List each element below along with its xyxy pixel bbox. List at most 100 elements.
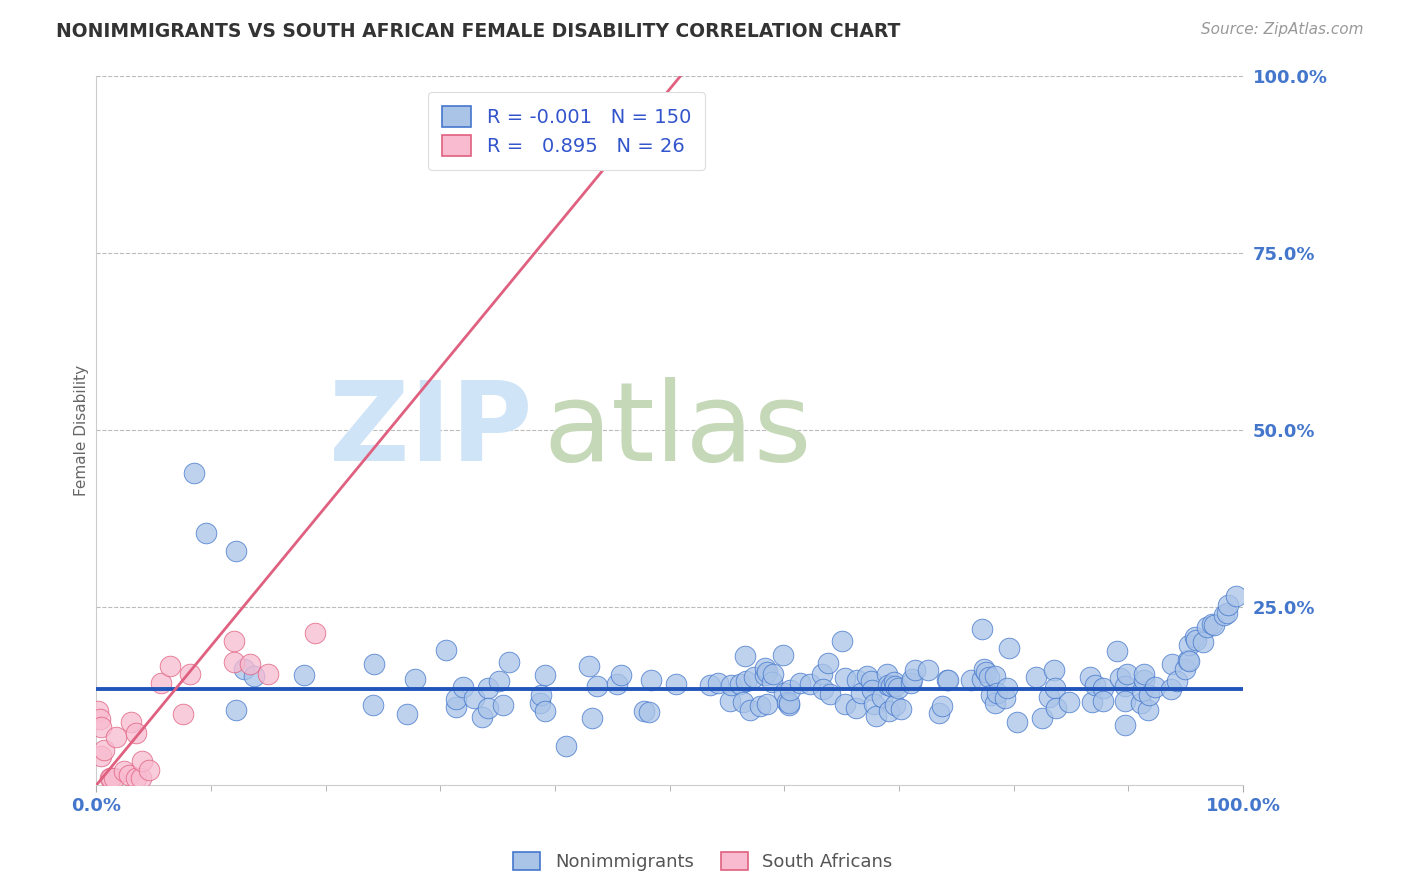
Point: [292, 668, 315, 682]
Point: [581, 710, 603, 724]
Legend: R = -0.001   N = 150, R =   0.895   N = 26: R = -0.001 N = 150, R = 0.895 N = 26: [429, 93, 704, 169]
Point: [233, 662, 256, 676]
Point: [150, 675, 173, 690]
Point: [995, 681, 1018, 695]
Point: [900, 675, 922, 690]
Point: [225, 703, 247, 717]
Point: [986, 686, 1008, 700]
Point: [811, 667, 834, 681]
Point: [859, 673, 882, 688]
Point: [125, 725, 148, 739]
Point: [1174, 662, 1197, 676]
Point: [1116, 666, 1139, 681]
Point: [972, 672, 994, 686]
Point: [1080, 695, 1102, 709]
Text: NONIMMIGRANTS VS SOUTH AFRICAN FEMALE DISABILITY CORRELATION CHART: NONIMMIGRANTS VS SOUTH AFRICAN FEMALE DI…: [56, 22, 901, 41]
Point: [239, 657, 262, 671]
Point: [976, 665, 998, 679]
Point: [1105, 644, 1128, 658]
Point: [159, 659, 181, 673]
Point: [89, 720, 111, 734]
Point: [789, 676, 811, 690]
Point: [1114, 679, 1136, 693]
Point: [451, 680, 474, 694]
Point: [984, 696, 1007, 710]
Point: [1216, 606, 1239, 620]
Point: [640, 673, 662, 687]
Point: [983, 668, 1005, 682]
Point: [1078, 670, 1101, 684]
Point: [1178, 654, 1201, 668]
Point: [720, 678, 742, 692]
Point: [865, 709, 887, 723]
Point: [1092, 693, 1115, 707]
Point: [1166, 673, 1188, 688]
Point: [936, 673, 959, 687]
Point: [740, 703, 762, 717]
Point: [890, 702, 912, 716]
Point: [1092, 681, 1115, 696]
Point: [754, 661, 776, 675]
Point: [1212, 607, 1234, 622]
Point: [778, 697, 800, 711]
Point: [530, 688, 553, 702]
Point: [257, 666, 280, 681]
Point: [761, 674, 783, 689]
Point: [404, 672, 426, 686]
Point: [772, 648, 794, 663]
Point: [845, 673, 868, 688]
Point: [1114, 694, 1136, 708]
Point: [1130, 684, 1153, 698]
Point: [1143, 680, 1166, 694]
Point: [1084, 678, 1107, 692]
Point: [1005, 715, 1028, 730]
Point: [104, 730, 127, 744]
Point: [849, 686, 872, 700]
Point: [1201, 617, 1223, 632]
Point: [1129, 696, 1152, 710]
Point: [477, 681, 499, 695]
Point: [131, 754, 153, 768]
Legend: Nonimmigrants, South Africans: Nonimmigrants, South Africans: [506, 845, 900, 879]
Point: [1225, 589, 1247, 603]
Point: [534, 667, 557, 681]
Point: [883, 679, 905, 693]
Point: [870, 690, 893, 704]
Point: [1132, 673, 1154, 687]
Point: [446, 692, 468, 706]
Point: [980, 688, 1002, 702]
Point: [1160, 682, 1182, 697]
Point: [754, 668, 776, 682]
Point: [1114, 718, 1136, 732]
Point: [129, 771, 152, 785]
Point: [1185, 633, 1208, 648]
Point: [606, 677, 628, 691]
Text: ZIP: ZIP: [329, 376, 531, 483]
Point: [813, 681, 835, 696]
Point: [778, 698, 800, 712]
Point: [886, 681, 908, 695]
Point: [1108, 671, 1130, 685]
Point: [363, 657, 385, 672]
Point: [222, 655, 245, 669]
Point: [755, 697, 778, 711]
Point: [89, 712, 111, 726]
Point: [1184, 630, 1206, 644]
Point: [179, 667, 201, 681]
Y-axis label: Female Disability: Female Disability: [75, 365, 90, 496]
Point: [183, 466, 205, 480]
Point: [834, 671, 856, 685]
Point: [1133, 666, 1156, 681]
Point: [118, 768, 141, 782]
Point: [90, 749, 112, 764]
Point: [818, 687, 841, 701]
Point: [529, 696, 551, 710]
Point: [1038, 690, 1060, 705]
Point: [817, 657, 839, 671]
Point: [776, 695, 799, 709]
Point: [779, 683, 801, 698]
Point: [120, 715, 142, 730]
Point: [586, 679, 609, 693]
Point: [1024, 670, 1046, 684]
Point: [762, 667, 785, 681]
